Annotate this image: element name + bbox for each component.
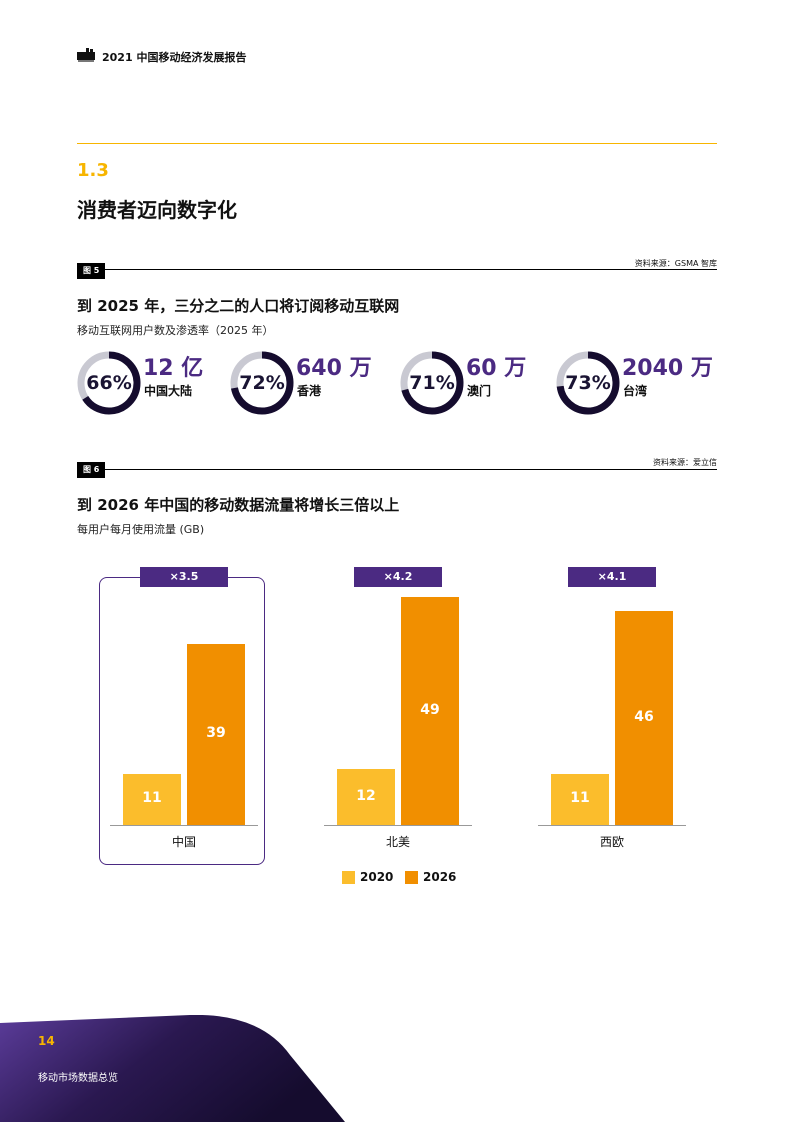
figure6-title: 到 2026 年中国的移动数据流量将增长三倍以上 (77, 496, 400, 514)
ring-item: 71% 60 万澳门 (400, 351, 526, 415)
bar-2020: 12 (337, 769, 395, 825)
region-label: 中国大陆 (144, 384, 193, 398)
legend-2026-swatch (405, 871, 418, 884)
ring-percent: 73% (565, 372, 611, 394)
bar-2020: 11 (123, 773, 181, 825)
footer-band (0, 1014, 793, 1122)
figure5-rule (77, 269, 717, 270)
legend-2026-label: 2026 (423, 870, 457, 884)
penetration-ring: 73% (556, 351, 620, 415)
axis-baseline (324, 825, 472, 826)
bar-value-label: 12 (356, 788, 376, 805)
user-count: 12 亿 (143, 356, 204, 381)
category-label: 西欧 (599, 835, 624, 849)
bar-2026: 39 (187, 643, 245, 825)
legend-2020-label: 2020 (360, 870, 394, 884)
gsma-logo-icon (77, 47, 95, 62)
category-label: 中国 (171, 835, 196, 849)
section-number: 1.3 (77, 160, 109, 181)
figure6-tag: 图 6 (77, 462, 106, 478)
figure6-subtitle: 每用户每月使用流量 (GB) (77, 523, 205, 536)
ring-item: 73% 2040 万台湾 (556, 351, 713, 415)
section-divider (77, 143, 717, 144)
region-label: 澳门 (467, 384, 492, 398)
axis-baseline (538, 825, 686, 826)
user-count: 640 万 (296, 356, 372, 381)
figure5-subtitle: 移动互联网用户数及渗透率（2025 年） (77, 324, 274, 337)
bar-value-label: 11 (142, 790, 162, 807)
figure6-rule (77, 469, 717, 470)
report-title: 2021 中国移动经济发展报告 (102, 51, 247, 64)
category-label: 北美 (385, 835, 410, 849)
footer-section: 移动市场数据总览 (38, 1073, 118, 1084)
region-label: 香港 (297, 384, 322, 398)
multiplier-badge: ×3.5 (140, 567, 228, 587)
ring-percent: 72% (239, 372, 285, 394)
axis-baseline (110, 825, 258, 826)
bar-value-label: 39 (206, 725, 226, 742)
section-title: 消费者迈向数字化 (77, 198, 237, 222)
bar-2026: 49 (401, 597, 459, 825)
ring-item: 72% 640 万香港 (230, 351, 372, 415)
bar-value-label: 46 (634, 708, 654, 725)
ring-percent: 66% (86, 372, 132, 394)
figure5-title: 到 2025 年，三分之二的人口将订阅移动互联网 (77, 297, 400, 315)
ring-item: 66% 12 亿中国大陆 (77, 351, 203, 415)
penetration-ring: 72% (230, 351, 294, 415)
region-label: 台湾 (623, 384, 648, 398)
multiplier-badge: ×4.2 (354, 567, 442, 587)
bar-2020: 11 (551, 773, 609, 825)
figure6-source: 资料来源：爱立信 (653, 458, 717, 467)
bar-2026: 46 (615, 610, 673, 825)
bar-value-label: 49 (420, 702, 440, 718)
penetration-ring: 71% (400, 351, 464, 415)
figure5-tag: 图 5 (77, 263, 106, 279)
figure5-source: 资料来源：GSMA 智库 (634, 259, 717, 268)
ring-percent: 71% (409, 372, 455, 394)
user-count: 2040 万 (622, 356, 713, 381)
multiplier-badge: ×4.1 (568, 567, 656, 587)
legend-2020-swatch (342, 871, 355, 884)
user-count: 60 万 (466, 356, 527, 381)
bar-value-label: 11 (570, 790, 590, 807)
page-number: 14 (38, 1034, 55, 1048)
penetration-ring: 66% (77, 351, 141, 415)
